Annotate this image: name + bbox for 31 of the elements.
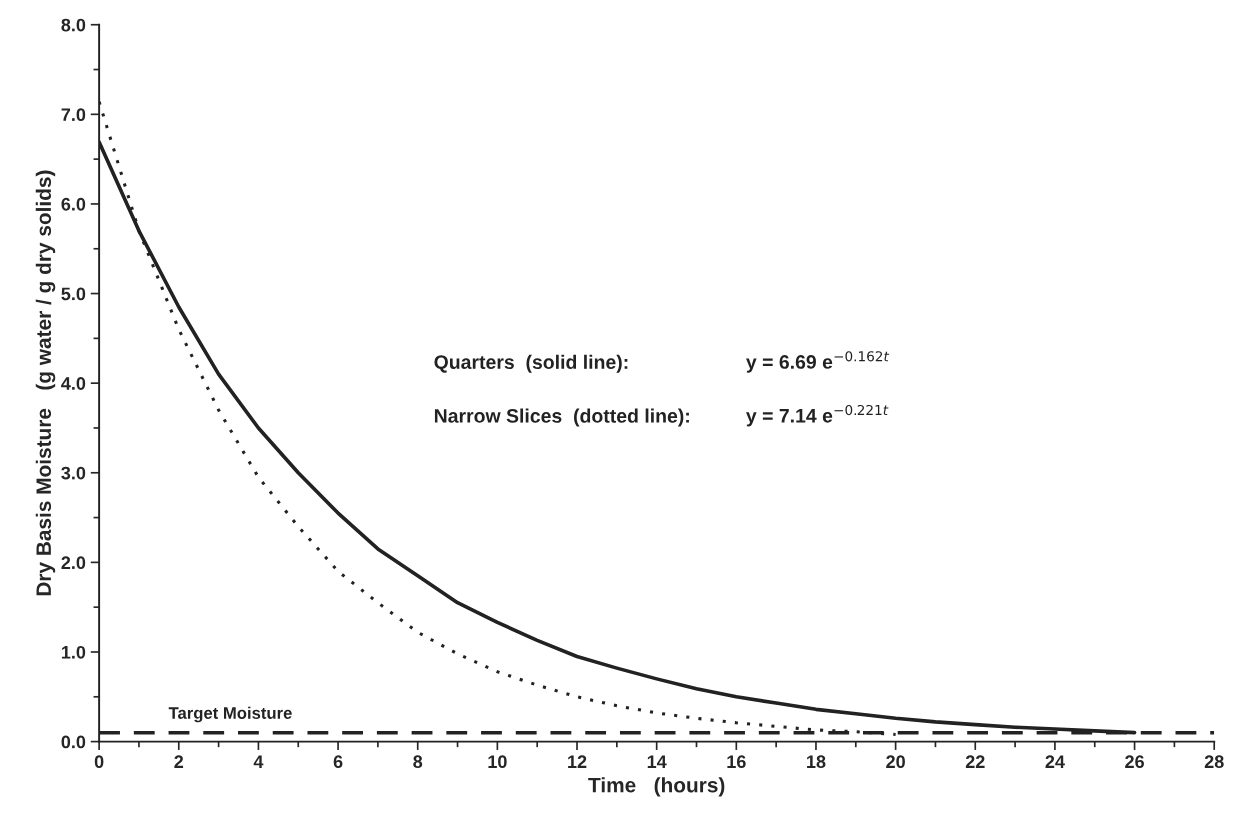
x-axis-title: Time (hours) — [588, 777, 725, 797]
x-tick-label: 14 — [647, 755, 667, 768]
annotation: Quarters (solid line): — [434, 354, 628, 373]
x-tick-label: 12 — [568, 755, 587, 768]
x-tick-label: 10 — [488, 755, 507, 769]
x-tick-label: 26 — [1125, 755, 1144, 769]
x-tick-label: 6 — [333, 755, 343, 769]
y-tick-label: 4.0 — [61, 377, 86, 390]
annotation: y = 7.14 e$^{−0.221t}$ — [746, 404, 889, 427]
x-tick-label: 4 — [253, 755, 264, 768]
x-tick-label: 16 — [727, 755, 746, 769]
y-tick-label: 6.0 — [61, 197, 86, 211]
annotation: y = 6.69 e$^{−0.162t}$ — [746, 351, 890, 373]
x-tick-label: 0 — [94, 755, 104, 769]
y-tick-label: 8.0 — [61, 18, 86, 32]
ref-line-label: Target Moisture — [168, 706, 292, 723]
y-tick-label: 0.0 — [61, 735, 86, 749]
x-tick-label: 20 — [886, 755, 905, 769]
x-tick-label: 8 — [413, 755, 423, 769]
y-tick-label: 5.0 — [61, 287, 86, 301]
y-axis-title: Dry Basis Moisture (g water / g dry solids) — [35, 170, 56, 596]
y-tick-label: 3.0 — [61, 466, 86, 480]
x-tick-label: 28 — [1204, 755, 1224, 769]
y-tick-label: 2.0 — [61, 556, 86, 570]
x-tick-label: 2 — [174, 755, 184, 768]
y-tick-label: 7.0 — [61, 108, 86, 122]
y-tick-label: 1.0 — [61, 645, 86, 659]
x-tick-label: 24 — [1045, 755, 1065, 768]
annotation: Narrow Slices (dotted line): — [434, 408, 689, 427]
x-tick-label: 18 — [807, 755, 826, 769]
x-tick-label: 22 — [965, 755, 985, 768]
